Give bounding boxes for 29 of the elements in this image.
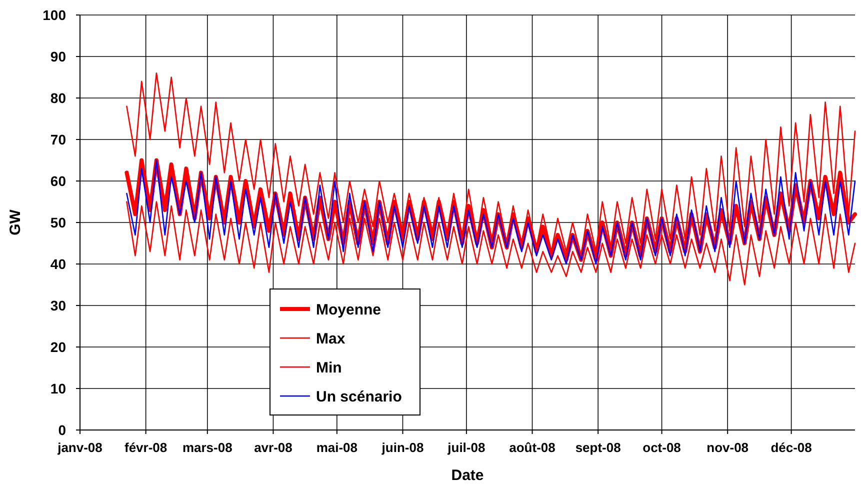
x-tick-label: déc-08: [770, 440, 812, 455]
y-tick-label: 70: [50, 131, 66, 148]
x-tick-label: août-08: [509, 440, 556, 455]
x-tick-label: juil-08: [446, 440, 486, 455]
x-tick-label: mai-08: [316, 440, 358, 455]
y-tick-label: 10: [50, 380, 66, 396]
y-tick-label: 30: [50, 297, 66, 314]
y-tick-label: 20: [50, 338, 66, 355]
x-tick-label: juin-08: [380, 440, 424, 455]
y-tick-label: 50: [50, 214, 66, 230]
y-tick-label: 90: [50, 48, 66, 64]
x-tick-label: oct-08: [642, 440, 681, 455]
x-tick-label: nov-08: [706, 440, 749, 455]
legend-label: Min: [316, 359, 342, 376]
legend-label: Moyenne: [316, 301, 382, 318]
y-tick-label: 60: [50, 172, 66, 189]
x-axis-title: Date: [451, 467, 484, 484]
legend-label: Un scénario: [316, 388, 402, 406]
y-tick-label: 100: [42, 6, 66, 23]
y-tick-label: 0: [58, 422, 66, 438]
y-tick-label: 40: [50, 256, 66, 272]
x-tick-label: janv-08: [56, 440, 102, 455]
y-tick-label: 80: [50, 90, 66, 106]
x-tick-label: févr-08: [124, 440, 168, 455]
x-tick-label: sept-08: [575, 440, 621, 455]
y-axis-title: GW: [7, 208, 24, 236]
x-tick-label: mars-08: [182, 440, 232, 455]
legend-label: Max: [316, 330, 346, 348]
x-tick-label: avr-08: [254, 440, 292, 455]
